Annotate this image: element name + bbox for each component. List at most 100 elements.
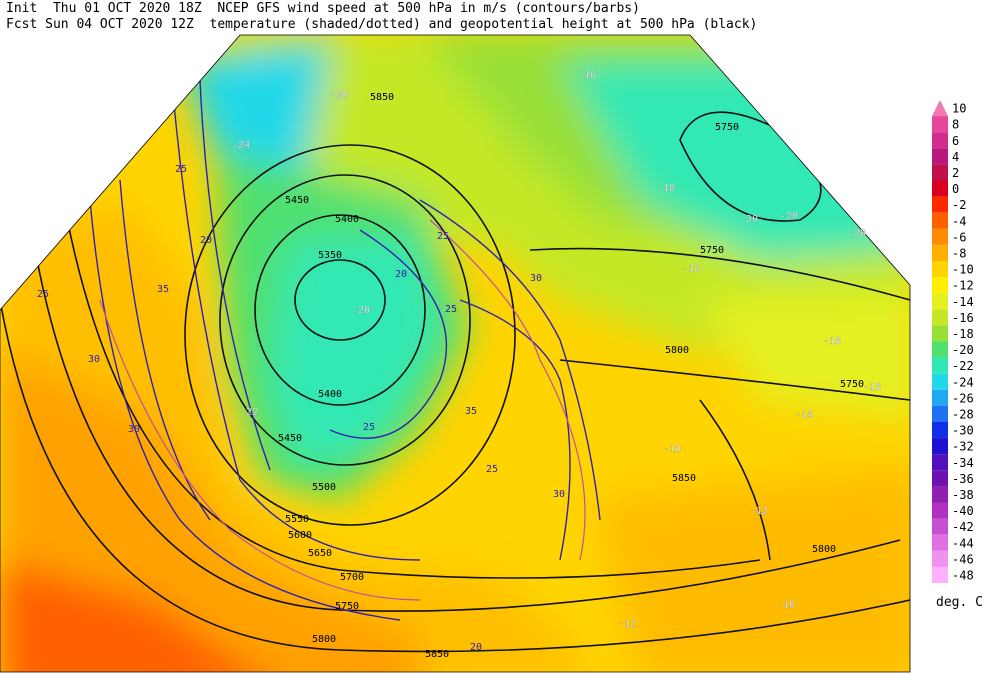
temp-label: -10 <box>663 444 681 455</box>
header-line: Fcst Sun 04 OCT 2020 12Z temperature (sh… <box>6 17 757 32</box>
temp-label: -18 <box>657 183 675 194</box>
temp-label: -12 <box>618 619 636 630</box>
colorbar-label: -40 <box>952 504 974 518</box>
height-label: 5800 <box>312 634 336 645</box>
colorbar-box <box>932 228 948 245</box>
wind-label: 25 <box>437 231 449 242</box>
colorbar-label: -20 <box>952 343 974 357</box>
colorbar-label: 6 <box>952 134 959 148</box>
colorbar-box <box>932 148 948 165</box>
wind-label: 20 <box>200 235 212 246</box>
wind-label: 25 <box>363 422 375 433</box>
temp-label: -22 <box>240 407 258 418</box>
colorbar-label: -42 <box>952 520 974 534</box>
colorbar-arrow <box>932 100 948 117</box>
colorbar-box <box>932 373 948 390</box>
colorbar-label: -32 <box>952 440 974 454</box>
height-label: 5750 <box>700 245 724 256</box>
colorbar-label: -4 <box>952 214 966 228</box>
colorbar-box <box>932 261 948 278</box>
map-area <box>0 35 910 672</box>
colorbar-box <box>932 325 948 342</box>
colorbar-label: 0 <box>952 182 959 196</box>
height-label: 5650 <box>308 548 332 559</box>
height-label: 5700 <box>340 572 364 583</box>
colorbar-box <box>932 566 948 583</box>
wind-label: 30 <box>88 354 100 365</box>
height-label: 5750 <box>715 122 739 133</box>
wind-label: 25 <box>175 164 187 175</box>
colorbar-box <box>932 116 948 133</box>
colorbar-label: -14 <box>952 295 974 309</box>
colorbar-box <box>932 293 948 310</box>
colorbar-box <box>932 438 948 455</box>
colorbar-label: 2 <box>952 166 959 180</box>
wind-label: 30 <box>530 273 542 284</box>
wind-label: 30 <box>553 489 565 500</box>
height-label: 5600 <box>288 530 312 541</box>
colorbar-label: -16 <box>952 311 974 325</box>
wind-label: 25 <box>37 289 49 300</box>
colorbar-box <box>932 357 948 374</box>
colorbar-label: -10 <box>952 263 974 277</box>
colorbar-box <box>932 534 948 551</box>
height-label: 5850 <box>370 92 394 103</box>
colorbar-box <box>932 550 948 567</box>
height-label: 5850 <box>672 473 696 484</box>
wind-label: 20 <box>470 642 482 653</box>
colorbar-box <box>932 309 948 326</box>
wind-label: 35 <box>157 284 169 295</box>
colorbar-label: -30 <box>952 424 974 438</box>
colorbar-label: -24 <box>952 375 974 389</box>
colorbar-label: -38 <box>952 488 974 502</box>
colorbar-box <box>932 389 948 406</box>
colorbar-box <box>932 518 948 535</box>
height-label: 5350 <box>318 250 342 261</box>
temp-contours <box>99 219 586 601</box>
colorbar-box <box>932 180 948 197</box>
height-label: 5400 <box>318 389 342 400</box>
colorbar-label: 8 <box>952 118 959 132</box>
colorbar-box <box>932 470 948 487</box>
colorbar-box <box>932 405 948 422</box>
colorbar-label: -36 <box>952 472 974 486</box>
temp-label: -20 <box>780 211 798 222</box>
wind-label: 20 <box>395 269 407 280</box>
colorbar-label: -2 <box>952 198 966 212</box>
height-label: 5800 <box>812 544 836 555</box>
colorbar-label: -48 <box>952 569 974 583</box>
height-label: 5750 <box>840 379 864 390</box>
colorbar-label: -8 <box>952 247 966 261</box>
colorbar-box <box>932 502 948 519</box>
height-label: 5500 <box>312 482 336 493</box>
temp-label: -10 <box>777 600 795 611</box>
colorbar-box <box>932 341 948 358</box>
temp-label: -14 <box>795 410 813 421</box>
height-label: 5450 <box>285 195 309 206</box>
temp-label: -16 <box>578 70 596 81</box>
colorbar-box <box>932 164 948 181</box>
wind-label: 30 <box>128 424 140 435</box>
colorbar-label: -12 <box>952 279 974 293</box>
colorbar-label: -26 <box>952 391 974 405</box>
colorbar-unit: deg. C <box>936 595 983 610</box>
height-label: 5800 <box>665 345 689 356</box>
temp-label: -20 <box>848 228 866 239</box>
wind-contours <box>89 59 601 621</box>
colorbar-box <box>932 454 948 471</box>
height-label: 5550 <box>285 514 309 525</box>
colorbar-label: -44 <box>952 536 974 550</box>
colorbar-label: 4 <box>952 150 959 164</box>
temp-label: -20 <box>352 305 370 316</box>
wind-label: 35 <box>465 406 477 417</box>
temp-label: -20 <box>330 90 348 101</box>
temp-label: -12 <box>750 506 768 517</box>
colorbar-label: -46 <box>952 552 974 566</box>
colorbar-label: -28 <box>952 408 974 422</box>
colorbar-box <box>932 196 948 213</box>
height-label: 5450 <box>278 433 302 444</box>
height-label: 5850 <box>425 649 449 660</box>
colorbar-label: -6 <box>952 230 966 244</box>
height-label: 5750 <box>335 601 359 612</box>
